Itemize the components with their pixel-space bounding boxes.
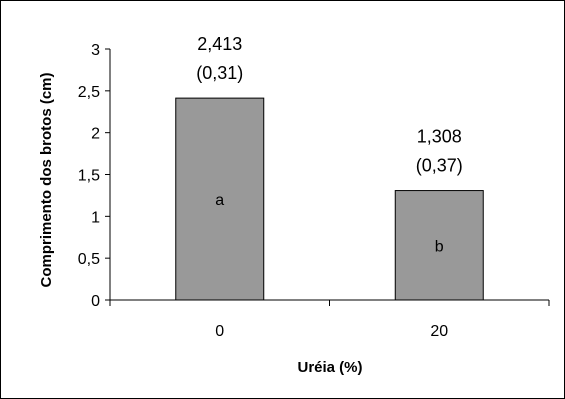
- bars: [175, 97, 484, 301]
- y-axis: 0 0,5 1 1,5 2 2,5 3: [78, 42, 111, 310]
- data-labels: 2,413 (0,31) a 1,308 (0,37) b: [196, 34, 463, 255]
- y-tick-label: 3: [91, 42, 100, 59]
- x-axis-title: Uréia (%): [297, 359, 362, 376]
- bar-sd-label: (0,31): [196, 63, 243, 83]
- y-tick-label: 0,5: [78, 251, 100, 268]
- x-tick-label: 0: [215, 323, 224, 340]
- bar-sd-label: (0,37): [416, 156, 463, 176]
- y-tick-label: 2,5: [78, 84, 100, 101]
- bar-value-label: 2,413: [197, 34, 242, 54]
- x-tick-label: 20: [430, 323, 448, 340]
- x-axis: 0 20: [109, 299, 550, 340]
- y-tick-label: 1,5: [78, 168, 100, 185]
- y-tick-label: 2: [91, 126, 100, 143]
- bar: [394, 190, 484, 301]
- bar-value-label: 1,308: [417, 127, 462, 147]
- y-tick-label: 0: [91, 293, 100, 310]
- bar-group-letter: a: [215, 192, 224, 209]
- bar-group-letter: b: [435, 238, 444, 255]
- y-tick-label: 1: [91, 209, 100, 226]
- bar: [175, 97, 265, 301]
- y-axis-title: Comprimento dos brotos (cm): [38, 72, 55, 287]
